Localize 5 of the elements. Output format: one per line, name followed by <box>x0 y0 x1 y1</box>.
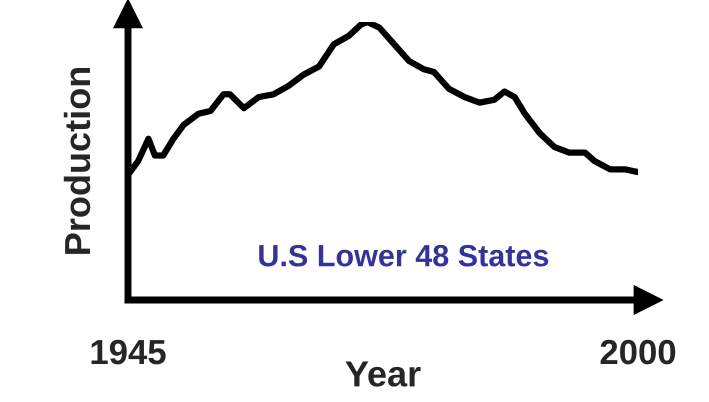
x-tick-label: 2000 <box>600 340 676 364</box>
y-axis-title: Production <box>64 68 90 254</box>
x-axis-title: Year <box>345 361 421 387</box>
annotation: U.S Lower 48 States <box>259 244 548 266</box>
x-tick-label: 1945 <box>92 340 166 364</box>
